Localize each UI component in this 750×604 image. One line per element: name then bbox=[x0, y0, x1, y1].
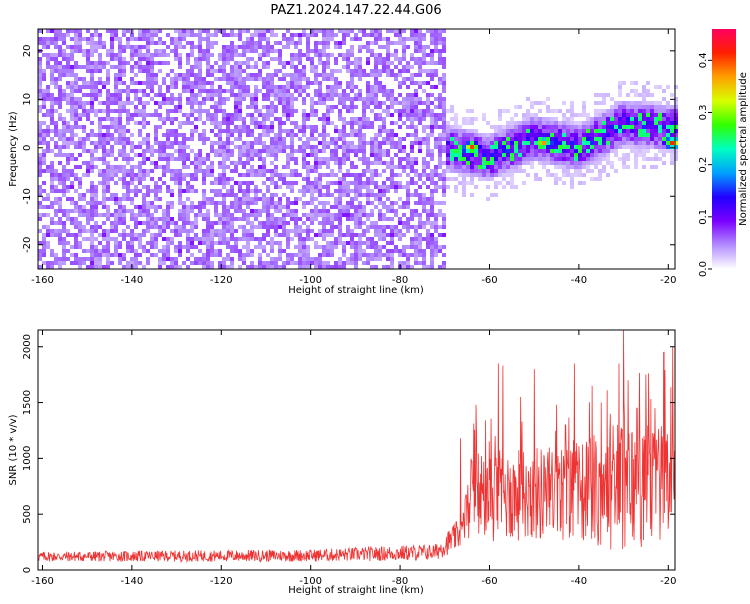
spectrogram-x-tick-label: -120 bbox=[210, 275, 233, 286]
snr-x-tick-label: -20 bbox=[660, 576, 676, 587]
snr-x-tick-label: -40 bbox=[571, 576, 587, 587]
spectrogram-x-tick-label: -20 bbox=[660, 275, 676, 286]
snr-y-tick-label: 2000 bbox=[22, 334, 33, 359]
colorbar-tick-label: 0.1 bbox=[698, 209, 709, 225]
snr-x-tick-label: -60 bbox=[481, 576, 497, 587]
snr-y-label: SNR (10 * v/v) bbox=[8, 414, 19, 485]
colorbar-ticks: 0.0 0.1 0.2 0.3 0.4 bbox=[698, 52, 712, 277]
snr-y-tick-label: 0 bbox=[22, 567, 33, 573]
spectrogram-x-label: Height of straight line (km) bbox=[288, 285, 424, 296]
spectrogram-y-tick-label: -20 bbox=[22, 237, 33, 253]
colorbar-tick-label: 0.2 bbox=[698, 157, 709, 173]
spectrogram-y-tick-label: -10 bbox=[22, 188, 33, 204]
snr-y-tick-label: 1500 bbox=[22, 390, 33, 415]
spectrogram-y-label: Frequency (Hz) bbox=[8, 111, 19, 187]
colorbar-tick-label: 0.0 bbox=[698, 261, 709, 277]
spectrogram-y-tick-label: 0 bbox=[22, 145, 33, 151]
spectrogram-y-tick-label: 10 bbox=[22, 93, 33, 106]
snr-panel: -160-140-120-100-80-60-40-20 05001000150… bbox=[8, 330, 676, 596]
spectrogram-x-tick-label: -160 bbox=[31, 275, 54, 286]
colorbar-label: Normalized spectral amplitude bbox=[738, 72, 749, 226]
chart-title: PAZ1.2024.147.22.44.G06 bbox=[270, 3, 441, 18]
spectrogram-panel: -160-140-120-100-80-60-40-20 -20-1001020… bbox=[8, 29, 678, 296]
snr-x-tick-label: -160 bbox=[31, 576, 54, 587]
snr-y-tick-label: 500 bbox=[22, 505, 33, 524]
spectrogram-y-tick-label: 20 bbox=[22, 44, 33, 57]
spectrogram-x-tick-label: -40 bbox=[571, 275, 587, 286]
snr-y-tick-label: 1000 bbox=[22, 446, 33, 471]
snr-x-label: Height of straight line (km) bbox=[288, 585, 424, 596]
spectrogram-x-tick-label: -60 bbox=[481, 275, 497, 286]
colorbar: 0.0 0.1 0.2 0.3 0.4 Normalized spectral ampl… bbox=[698, 29, 749, 277]
colorbar-tick-label: 0.3 bbox=[698, 105, 709, 121]
colorbar-gradient bbox=[712, 29, 736, 269]
colorbar-tick-label: 0.4 bbox=[698, 52, 709, 68]
snr-x-tick-label: -120 bbox=[210, 576, 233, 587]
snr-x-tick-label: -140 bbox=[121, 576, 144, 587]
spectrogram-x-tick-label: -140 bbox=[121, 275, 144, 286]
